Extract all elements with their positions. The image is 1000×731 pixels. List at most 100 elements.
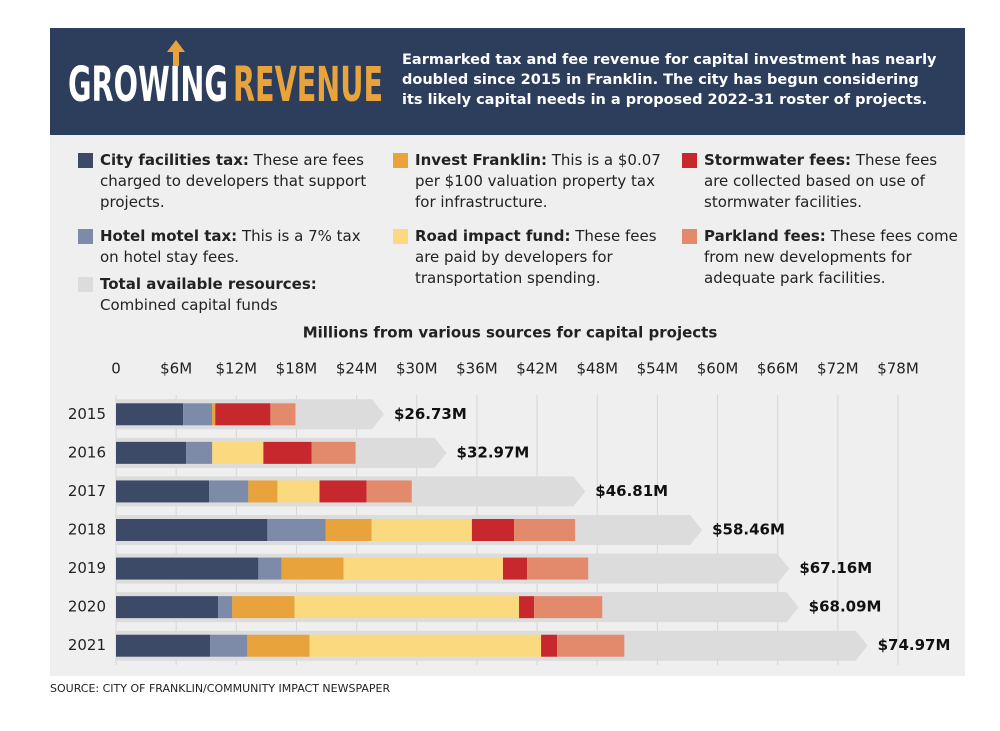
legend-swatch xyxy=(393,229,408,244)
value-label: $32.97M xyxy=(457,443,530,461)
bar-segment xyxy=(502,557,528,580)
x-tick-label: $30M xyxy=(396,360,438,378)
bar-segment xyxy=(215,403,271,426)
x-tick-label: $42M xyxy=(516,360,558,378)
y-tick-label: 2019 xyxy=(68,559,106,577)
bar-segment xyxy=(212,441,264,464)
y-tick-label: 2015 xyxy=(68,405,106,423)
bar-segment xyxy=(277,480,320,503)
legend-name: Hotel motel tax: xyxy=(100,227,238,245)
legend-swatch xyxy=(682,153,697,168)
arrow-icon xyxy=(167,40,185,66)
legend-entry: Total available resources: Combined capit… xyxy=(100,274,370,316)
legend-description: These are fees charged to developers tha… xyxy=(100,151,367,211)
bar-segment xyxy=(116,403,184,426)
legend-description: This is a 7% tax on hotel stay fees. xyxy=(100,227,361,266)
legend-entry: Road impact fund: These fees are paid by… xyxy=(415,226,675,289)
legend-name: City facilities tax: xyxy=(100,151,249,169)
bar-segment xyxy=(519,596,535,619)
legend-swatch xyxy=(78,153,93,168)
header-text: Earmarked tax and fee revenue for capita… xyxy=(402,52,937,108)
bar-segment xyxy=(116,596,219,619)
x-tick-label: $6M xyxy=(160,360,192,378)
bar-segment xyxy=(267,519,326,541)
bar-segment xyxy=(116,480,210,503)
legend-description: These fees are paid by developers for tr… xyxy=(415,227,657,287)
x-tick-label: $18M xyxy=(276,360,318,378)
x-tick-label: $72M xyxy=(817,360,859,378)
value-label: $74.97M xyxy=(878,636,951,654)
source: SOURCE: CITY OF FRANKLIN/COMMUNITY IMPAC… xyxy=(50,682,391,695)
legend-name: Stormwater fees: xyxy=(704,151,852,169)
bar-segment xyxy=(366,480,412,503)
bar-segment xyxy=(116,519,268,541)
legend-name: Parkland fees: xyxy=(704,227,826,245)
y-tick-label: 2016 xyxy=(68,443,106,461)
bar-segment xyxy=(371,519,472,541)
bar-segment xyxy=(186,441,213,464)
legend-description: Combined capital funds xyxy=(100,296,278,314)
bar-segment xyxy=(116,634,211,657)
value-label: $58.46M xyxy=(712,521,785,539)
y-tick-label: 2017 xyxy=(68,482,106,500)
bar-segment xyxy=(183,403,213,426)
bar-segment xyxy=(247,634,310,657)
y-tick-label: 2020 xyxy=(68,598,106,616)
bar-segment xyxy=(210,634,248,657)
x-tick-label: $54M xyxy=(637,360,679,378)
bar-segment xyxy=(116,557,259,580)
bar-segment xyxy=(311,441,356,464)
bar-segment xyxy=(541,634,558,657)
bar-segment xyxy=(248,480,278,503)
value-label: $68.09M xyxy=(809,598,882,616)
legend-entry: Invest Franklin: This is a $0.07 per $10… xyxy=(415,150,675,213)
bar-segment xyxy=(258,557,282,580)
bar-segment xyxy=(209,480,249,503)
legend-name: Total available resources: xyxy=(100,275,317,293)
bar-segment xyxy=(281,557,344,580)
x-tick-label: $12M xyxy=(216,360,258,378)
bar-segment xyxy=(270,403,296,426)
x-tick-label: $78M xyxy=(877,360,919,378)
header-band xyxy=(50,28,965,135)
x-tick-label: 0 xyxy=(111,360,121,378)
bar-segment xyxy=(557,634,625,657)
value-label: $67.16M xyxy=(799,559,872,577)
legend-swatch xyxy=(682,229,697,244)
x-tick-label: $66M xyxy=(757,360,799,378)
legend-description: This is a $0.07 per $100 valuation prope… xyxy=(415,151,661,211)
x-tick-label: $60M xyxy=(697,360,739,378)
bar-segment xyxy=(294,596,520,619)
legend-swatch xyxy=(393,153,408,168)
value-label: $46.81M xyxy=(595,482,668,500)
value-label: $26.73M xyxy=(394,405,467,423)
bar-segment xyxy=(232,596,295,619)
y-tick-label: 2021 xyxy=(68,636,106,654)
legend-description: These fees come from new developments fo… xyxy=(704,227,958,287)
bar-segment xyxy=(343,557,503,580)
bar-segment xyxy=(527,557,589,580)
bar-segment xyxy=(471,519,515,541)
x-tick-label: $36M xyxy=(456,360,498,378)
title-word: GROWING xyxy=(68,57,228,113)
legend-entry: Hotel motel tax: This is a 7% tax on hot… xyxy=(100,226,370,268)
legend-entry: City facilities tax: These are fees char… xyxy=(100,150,370,213)
bar-segment xyxy=(319,480,367,503)
bar-segment xyxy=(263,441,312,464)
bar-segment xyxy=(212,403,216,426)
x-tick-label: $24M xyxy=(336,360,378,378)
legend-description: These fees are collected based on use of… xyxy=(704,151,938,211)
bar-segment xyxy=(309,634,542,657)
title-word: REVENUE xyxy=(233,57,383,113)
legend-swatch xyxy=(78,229,93,244)
x-tick-label: $48M xyxy=(576,360,618,378)
bar-segment xyxy=(325,519,372,541)
bar-segment xyxy=(534,596,603,619)
legend-entry: Parkland fees: These fees come from new … xyxy=(704,226,959,289)
legend-name: Invest Franklin: xyxy=(415,151,547,169)
y-tick-label: 2018 xyxy=(68,521,106,539)
bar-segment xyxy=(514,519,576,541)
bar-segment xyxy=(116,441,187,464)
